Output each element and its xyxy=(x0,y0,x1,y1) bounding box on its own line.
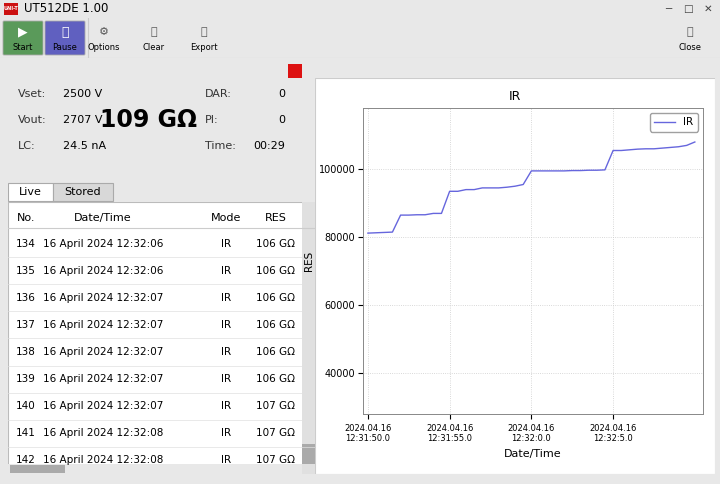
Text: Pause: Pause xyxy=(53,44,78,52)
Text: 107 GΩ: 107 GΩ xyxy=(256,455,295,466)
Bar xyxy=(10,465,65,473)
Text: ⎋: ⎋ xyxy=(687,27,693,37)
Text: 136: 136 xyxy=(16,293,36,303)
Text: IR: IR xyxy=(221,293,231,303)
Text: 107 GΩ: 107 GΩ xyxy=(256,401,295,411)
Text: 16 April 2024 12:32:07: 16 April 2024 12:32:07 xyxy=(42,347,163,357)
FancyBboxPatch shape xyxy=(53,183,113,201)
Text: 16 April 2024 12:32:06: 16 April 2024 12:32:06 xyxy=(42,239,163,249)
Bar xyxy=(288,64,302,78)
Y-axis label: RES: RES xyxy=(305,251,315,271)
Text: ▶: ▶ xyxy=(18,26,28,39)
Text: Close: Close xyxy=(678,44,701,52)
Text: 137: 137 xyxy=(16,320,36,330)
Text: IR: IR xyxy=(221,455,231,466)
Text: Vout:: Vout: xyxy=(18,115,47,125)
FancyBboxPatch shape xyxy=(45,21,85,55)
Text: 2500 V: 2500 V xyxy=(63,89,102,99)
Bar xyxy=(302,202,316,474)
Text: IR: IR xyxy=(221,320,231,330)
Text: 106 GΩ: 106 GΩ xyxy=(256,266,295,276)
Text: ⚙: ⚙ xyxy=(99,27,109,37)
Text: 16 April 2024 12:32:07: 16 April 2024 12:32:07 xyxy=(42,320,163,330)
Text: 135: 135 xyxy=(16,266,36,276)
Text: IR: IR xyxy=(221,239,231,249)
Text: 106 GΩ: 106 GΩ xyxy=(256,293,295,303)
Text: ─: ─ xyxy=(665,4,671,14)
Text: IR: IR xyxy=(221,374,231,384)
Text: Start: Start xyxy=(13,44,33,52)
Text: 2707 V: 2707 V xyxy=(63,115,102,125)
Text: 16 April 2024 12:32:07: 16 April 2024 12:32:07 xyxy=(42,401,163,411)
Text: Stored: Stored xyxy=(65,187,102,197)
Text: UT512DE 1.00: UT512DE 1.00 xyxy=(24,2,109,15)
Legend: IR: IR xyxy=(650,113,698,132)
Text: 0: 0 xyxy=(278,89,285,99)
Text: IR: IR xyxy=(221,428,231,439)
Text: 106 GΩ: 106 GΩ xyxy=(256,347,295,357)
Text: 0: 0 xyxy=(278,115,285,125)
Text: IR: IR xyxy=(221,347,231,357)
Text: Clear: Clear xyxy=(143,44,165,52)
Text: IR: IR xyxy=(221,401,231,411)
Text: LC:: LC: xyxy=(18,141,35,151)
Text: 107 GΩ: 107 GΩ xyxy=(256,428,295,439)
Text: 138: 138 xyxy=(16,347,36,357)
Text: 141: 141 xyxy=(16,428,36,439)
Text: Live: Live xyxy=(19,187,42,197)
Text: RES: RES xyxy=(265,213,287,223)
Text: Export: Export xyxy=(190,44,217,52)
Text: Time:: Time: xyxy=(204,141,235,151)
Text: 16 April 2024 12:32:08: 16 April 2024 12:32:08 xyxy=(42,428,163,439)
Text: 109 GΩ: 109 GΩ xyxy=(99,108,197,132)
Bar xyxy=(302,444,316,464)
X-axis label: Date/Time: Date/Time xyxy=(504,449,562,459)
Text: 140: 140 xyxy=(16,401,36,411)
Text: No.: No. xyxy=(17,213,35,223)
Text: 16 April 2024 12:32:08: 16 April 2024 12:32:08 xyxy=(42,455,163,466)
Text: 🗑: 🗑 xyxy=(150,27,157,37)
Text: Mode: Mode xyxy=(211,213,241,223)
Text: DAR:: DAR: xyxy=(204,89,232,99)
Text: 16 April 2024 12:32:07: 16 April 2024 12:32:07 xyxy=(42,374,163,384)
Text: ⏸: ⏸ xyxy=(61,26,68,39)
Text: UNI-T: UNI-T xyxy=(4,6,19,12)
Text: IR: IR xyxy=(509,90,521,103)
Text: 106 GΩ: 106 GΩ xyxy=(256,374,295,384)
Text: 106 GΩ: 106 GΩ xyxy=(256,239,295,249)
Text: Vset:: Vset: xyxy=(18,89,46,99)
FancyBboxPatch shape xyxy=(3,21,43,55)
Text: 142: 142 xyxy=(16,455,36,466)
Bar xyxy=(8,464,302,474)
FancyBboxPatch shape xyxy=(8,183,53,201)
Text: 24.5 nA: 24.5 nA xyxy=(63,141,106,151)
Text: 00:29: 00:29 xyxy=(253,141,285,151)
Text: 📤: 📤 xyxy=(201,27,207,37)
Text: Date/Time: Date/Time xyxy=(74,213,132,223)
Text: IR: IR xyxy=(221,266,231,276)
Text: Options: Options xyxy=(88,44,120,52)
Text: 134: 134 xyxy=(16,239,36,249)
Text: PI:: PI: xyxy=(204,115,218,125)
Text: 16 April 2024 12:32:07: 16 April 2024 12:32:07 xyxy=(42,293,163,303)
Text: 139: 139 xyxy=(16,374,36,384)
Text: 106 GΩ: 106 GΩ xyxy=(256,320,295,330)
Bar xyxy=(4,3,18,15)
Text: ✕: ✕ xyxy=(703,4,712,14)
Text: 16 April 2024 12:32:06: 16 April 2024 12:32:06 xyxy=(42,266,163,276)
Text: □: □ xyxy=(683,4,693,14)
